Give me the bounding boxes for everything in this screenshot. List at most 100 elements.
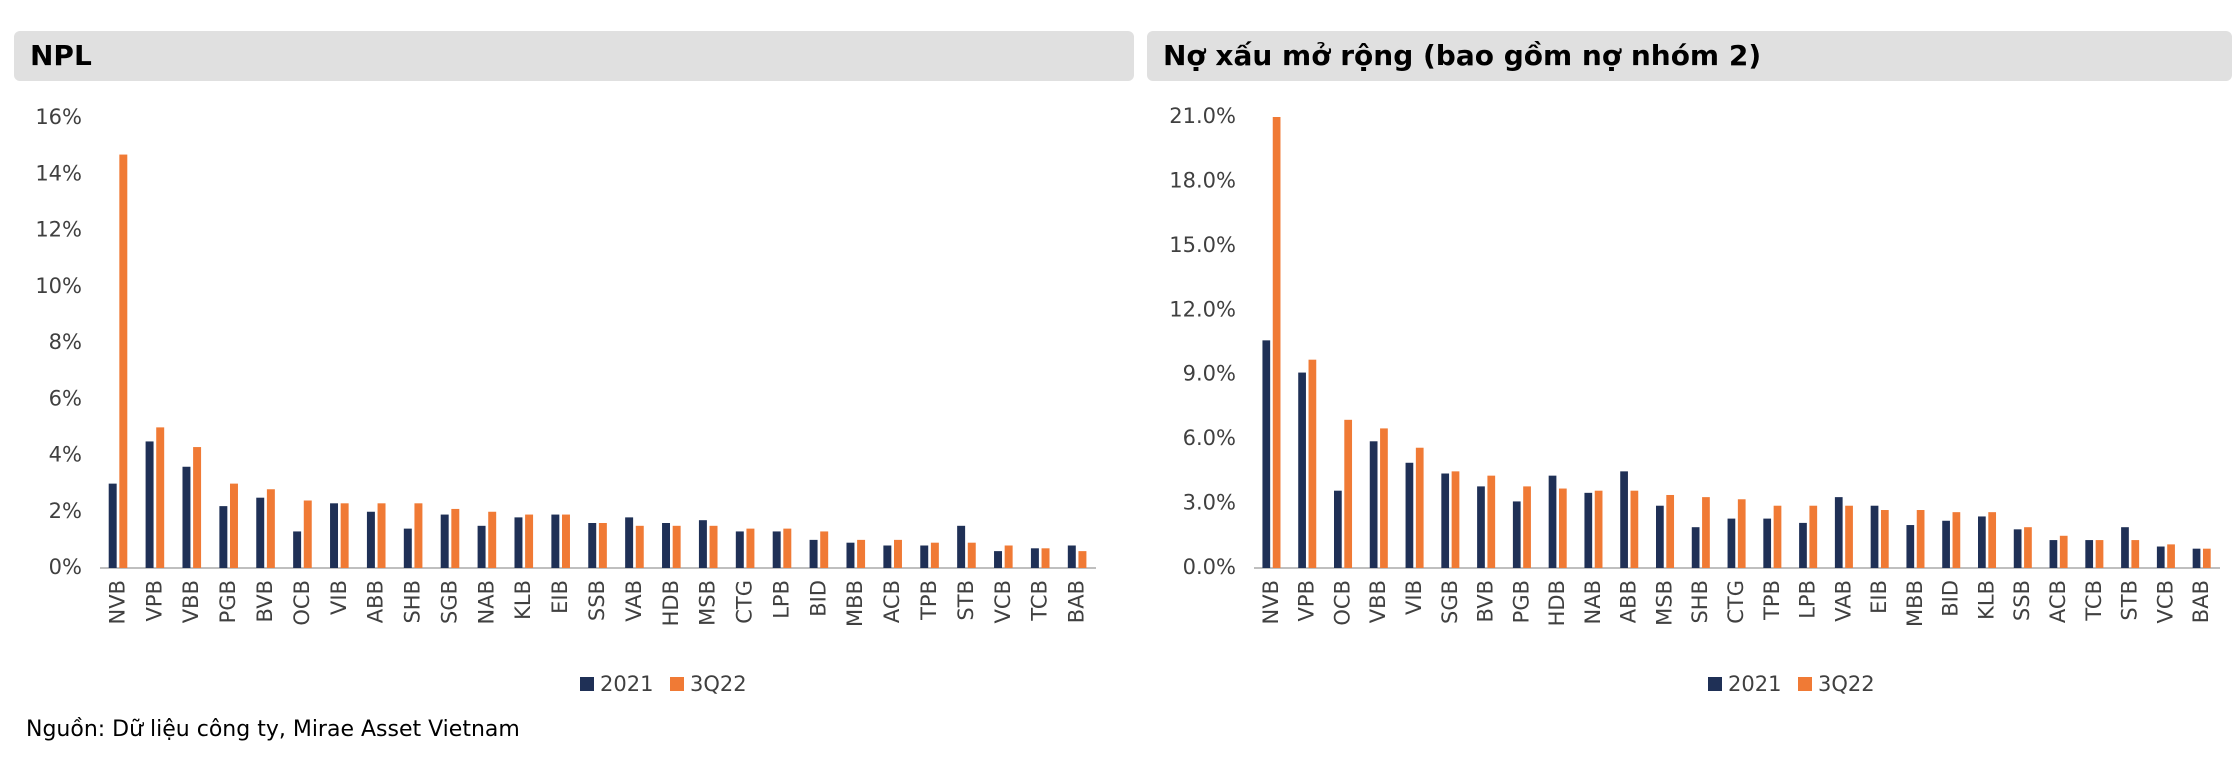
bar bbox=[1004, 545, 1013, 568]
bar bbox=[1344, 419, 1353, 568]
x-tick-label: NVB bbox=[1259, 580, 1283, 624]
x-tick-label: MSB bbox=[1652, 580, 1676, 626]
bar bbox=[303, 500, 312, 568]
x-tick-label: ABB bbox=[1617, 580, 1641, 623]
bar bbox=[119, 154, 128, 568]
bar bbox=[1988, 512, 1997, 568]
bar bbox=[857, 539, 866, 568]
bar bbox=[1942, 520, 1950, 568]
bar bbox=[1906, 525, 1915, 568]
bar bbox=[2121, 527, 2129, 568]
bar bbox=[1030, 548, 1039, 568]
bar bbox=[330, 503, 339, 568]
x-tick-label: LPB bbox=[1796, 580, 1820, 619]
y-tick-label: 8% bbox=[49, 330, 82, 354]
legend-label: 3Q22 bbox=[1818, 672, 1875, 696]
bar bbox=[1809, 505, 1818, 568]
bar bbox=[514, 517, 523, 568]
legend-label: 2021 bbox=[1728, 672, 1781, 696]
source-note: Nguồn: Dữ liệu công ty, Mirae Asset Viet… bbox=[26, 717, 520, 742]
bar bbox=[709, 525, 718, 568]
x-tick-label: STB bbox=[954, 580, 978, 621]
x-tick-label: LPB bbox=[769, 580, 793, 619]
bar bbox=[1880, 510, 1889, 568]
x-tick-label: NVB bbox=[105, 580, 129, 624]
bar bbox=[108, 483, 117, 568]
bar bbox=[440, 514, 449, 568]
legend-label: 3Q22 bbox=[690, 672, 747, 696]
bar bbox=[635, 525, 644, 568]
bar bbox=[846, 542, 855, 568]
bar bbox=[994, 551, 1003, 568]
bar bbox=[1451, 471, 1460, 568]
y-tick-label: 12.0% bbox=[1169, 297, 1236, 321]
bar bbox=[525, 514, 534, 568]
bar bbox=[1584, 492, 1593, 568]
bar bbox=[1298, 372, 1306, 568]
bar bbox=[1558, 488, 1567, 568]
bar bbox=[598, 523, 607, 568]
bar bbox=[1333, 490, 1342, 568]
y-tick-label: 15.0% bbox=[1169, 233, 1236, 257]
bar bbox=[1548, 475, 1557, 568]
bar bbox=[229, 483, 238, 568]
bar bbox=[698, 520, 707, 568]
x-tick-label: BAB bbox=[2189, 580, 2213, 623]
bar bbox=[772, 531, 781, 568]
x-tick-label: NAB bbox=[474, 580, 498, 624]
bar bbox=[1799, 522, 1807, 568]
bar bbox=[809, 539, 818, 568]
bar bbox=[377, 503, 386, 568]
legend-swatch bbox=[1798, 677, 1812, 691]
bar bbox=[967, 542, 976, 568]
y-tick-label: 0.0% bbox=[1183, 555, 1236, 579]
y-tick-label: 0% bbox=[49, 555, 82, 579]
x-tick-label: VAB bbox=[622, 580, 646, 622]
x-tick-label: MSB bbox=[696, 580, 720, 626]
bar bbox=[1594, 490, 1603, 568]
x-tick-label: OCB bbox=[1330, 580, 1354, 626]
bar bbox=[1630, 490, 1639, 568]
bar bbox=[1834, 497, 1843, 568]
bar bbox=[1666, 494, 1675, 568]
bar bbox=[488, 511, 497, 568]
bar bbox=[477, 525, 486, 568]
bar bbox=[1737, 499, 1746, 568]
bar bbox=[625, 517, 634, 568]
x-tick-label: SSB bbox=[2010, 580, 2034, 621]
bar bbox=[1405, 462, 1414, 568]
bar bbox=[930, 542, 939, 568]
bar bbox=[145, 441, 154, 568]
x-tick-label: BVB bbox=[1474, 580, 1498, 623]
bar bbox=[1415, 447, 1424, 568]
bar bbox=[1727, 518, 1736, 568]
y-tick-label: 16% bbox=[35, 105, 82, 129]
bar bbox=[2095, 540, 2104, 568]
bar bbox=[1773, 505, 1782, 568]
x-tick-label: HDB bbox=[659, 580, 683, 626]
bar bbox=[957, 525, 966, 568]
bar bbox=[1512, 501, 1521, 568]
bar bbox=[2049, 540, 2058, 568]
bar bbox=[256, 497, 265, 568]
bar bbox=[588, 523, 597, 568]
x-tick-label: OCB bbox=[290, 580, 314, 626]
x-tick-label: TPB bbox=[1760, 580, 1784, 621]
y-tick-label: 21.0% bbox=[1169, 104, 1236, 128]
bar bbox=[561, 514, 570, 568]
x-tick-label: ACB bbox=[2046, 580, 2070, 623]
bar bbox=[1272, 117, 1281, 568]
x-tick-label: SGB bbox=[437, 580, 461, 624]
x-tick-label: SHB bbox=[401, 580, 425, 624]
x-tick-label: KLB bbox=[511, 580, 535, 620]
bar bbox=[1041, 548, 1050, 568]
x-tick-label: MBB bbox=[1903, 580, 1927, 627]
x-tick-label: VPB bbox=[142, 580, 166, 621]
bar bbox=[1308, 359, 1317, 568]
x-tick-label: BID bbox=[1939, 580, 1963, 617]
bar bbox=[1262, 340, 1271, 568]
bar bbox=[1380, 428, 1388, 568]
bar bbox=[414, 503, 423, 568]
